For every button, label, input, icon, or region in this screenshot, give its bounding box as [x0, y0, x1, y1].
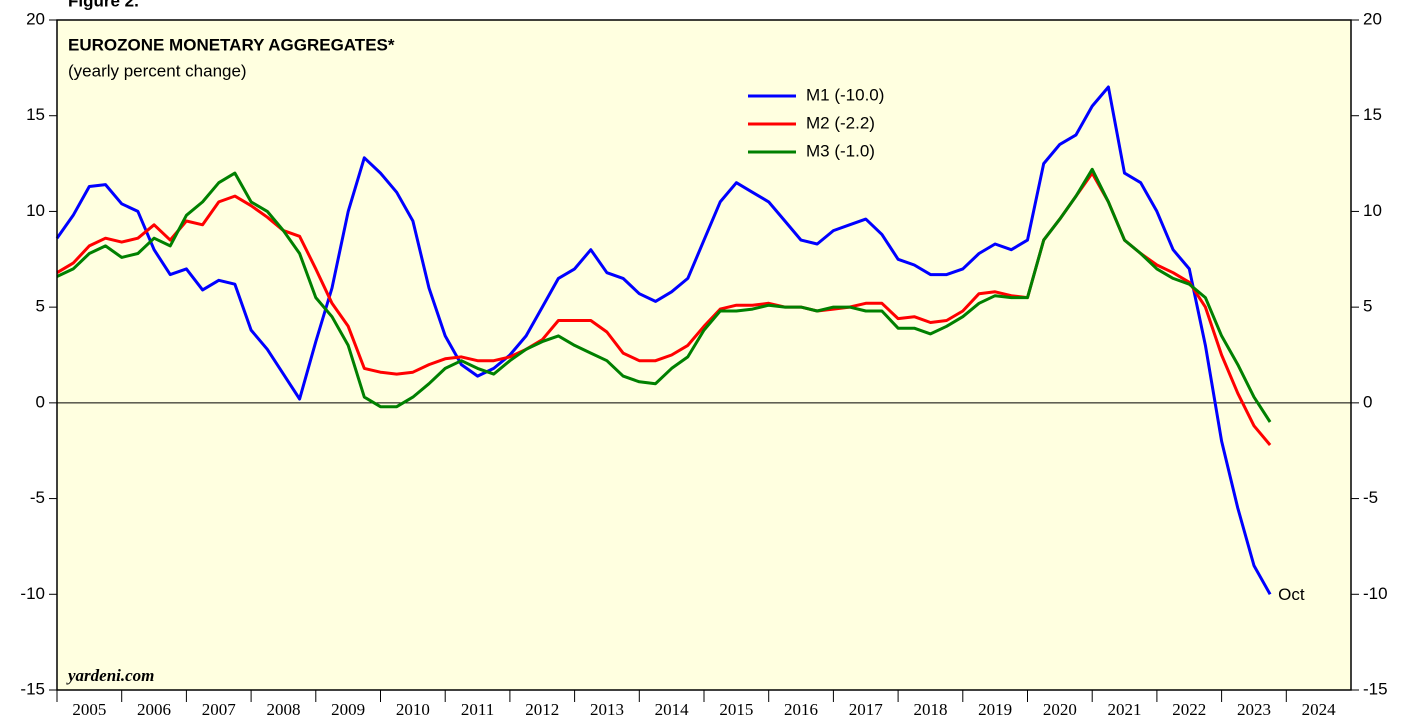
x-tick-label: 2018	[913, 700, 947, 719]
x-tick-label: 2011	[461, 700, 494, 719]
x-tick-label: 2021	[1108, 700, 1142, 719]
x-tick-label: 2023	[1237, 700, 1271, 719]
x-tick-label: 2020	[1043, 700, 1077, 719]
x-tick-label: 2006	[137, 700, 171, 719]
chart-title: EUROZONE MONETARY AGGREGATES*	[68, 35, 395, 54]
x-tick-label: 2013	[590, 700, 624, 719]
x-tick-label: 2017	[849, 700, 884, 719]
legend-label: M2 (-2.2)	[806, 113, 875, 132]
x-tick-label: 2022	[1172, 700, 1206, 719]
figure-label: Figure 2.	[68, 0, 139, 10]
x-tick-label: 2014	[655, 700, 690, 719]
y2-tick-label: 0	[1363, 392, 1372, 411]
y-tick-label: 5	[36, 297, 45, 316]
annotation: Oct	[1278, 585, 1305, 604]
x-tick-label: 2007	[202, 700, 237, 719]
x-tick-label: 2008	[266, 700, 300, 719]
plot-border	[56, 19, 1352, 691]
y-tick-label: 10	[26, 201, 45, 220]
y2-tick-label: -5	[1363, 488, 1378, 507]
y2-tick-label: 5	[1363, 297, 1372, 316]
series-line	[55, 85, 1272, 596]
x-tick-label: 2012	[525, 700, 559, 719]
legend-label: M3 (-1.0)	[806, 141, 875, 160]
y-tick-label: 20	[26, 9, 45, 28]
y-tick-label: 0	[36, 392, 45, 411]
y2-tick-label: 20	[1363, 9, 1382, 28]
x-tick-label: 2019	[978, 700, 1012, 719]
chart-subtitle: (yearly percent change)	[68, 61, 247, 80]
y-tick-label: -5	[30, 488, 45, 507]
y-tick-label: 15	[26, 105, 45, 124]
y2-tick-label: -15	[1363, 679, 1388, 698]
x-tick-label: 2024	[1302, 700, 1337, 719]
series-line	[56, 167, 1272, 423]
y-tick-label: -15	[20, 679, 45, 698]
legend-label: M1 (-10.0)	[806, 85, 884, 104]
x-tick-label: 2005	[72, 700, 106, 719]
x-tick-label: 2015	[719, 700, 753, 719]
y2-tick-label: 10	[1363, 201, 1382, 220]
y2-tick-label: 15	[1363, 105, 1382, 124]
source: yardeni.com	[66, 666, 154, 685]
plot-background	[57, 20, 1351, 690]
x-tick-label: 2009	[331, 700, 365, 719]
y2-tick-label: -10	[1363, 584, 1388, 603]
x-tick-label: 2010	[396, 700, 430, 719]
x-tick-label: 2016	[784, 700, 818, 719]
y-tick-label: -10	[20, 584, 45, 603]
